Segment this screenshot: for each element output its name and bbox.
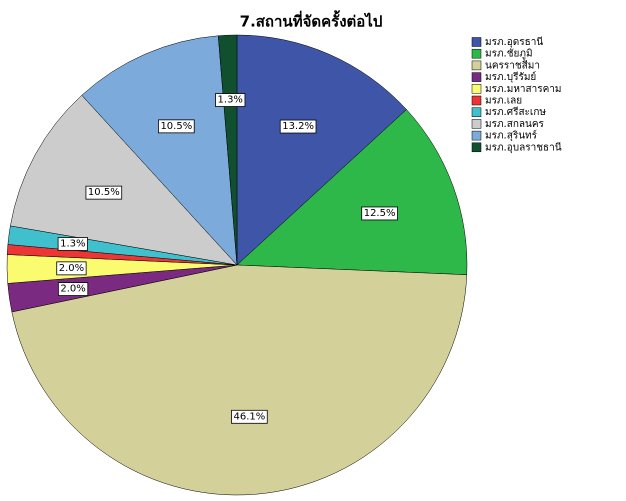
legend-swatch — [471, 130, 482, 141]
pie-slice — [11, 264, 468, 496]
legend-swatch — [471, 107, 482, 117]
legend-label: มรภ.อุบลราชธานี — [485, 141, 562, 153]
legend-label: มรภ.อุดรธานี — [485, 36, 543, 48]
data-label: 1.3% — [60, 238, 85, 249]
legend-swatch — [471, 48, 482, 59]
label-box — [57, 237, 88, 251]
legend-swatch — [471, 95, 482, 106]
chart-title: 7.สถานที่จัดครั้งต่อไป — [240, 10, 383, 31]
data-label: 46.1% — [233, 411, 265, 422]
label-box — [56, 261, 87, 276]
legend-swatch — [471, 119, 482, 129]
legend-label: มรภ.มหาสารคาม — [485, 84, 562, 95]
data-label: 13.2% — [282, 121, 314, 132]
pie-slice — [10, 94, 238, 266]
label-box — [85, 185, 123, 200]
legend-label: มรภ.ชัยภูมิ — [485, 49, 533, 60]
data-label: 10.5% — [160, 121, 192, 132]
label-box — [158, 119, 195, 134]
label-box — [361, 206, 398, 221]
pie-slice — [217, 34, 238, 266]
data-label: 2.0% — [60, 284, 85, 295]
legend-swatch — [471, 60, 482, 71]
label-box — [279, 119, 317, 134]
label-box — [231, 409, 268, 424]
pie-slice — [236, 34, 407, 266]
legend-label: มรภ.สกลนคร — [485, 119, 545, 130]
pie-slice — [236, 109, 468, 276]
legend-swatch — [471, 84, 482, 94]
data-label: 1.3% — [218, 95, 243, 106]
pie-slice — [81, 35, 238, 266]
label-box — [57, 282, 89, 296]
data-label: 12.5% — [364, 208, 396, 219]
legend-swatch — [471, 37, 482, 47]
label-box — [215, 93, 246, 107]
legend-label: มรภ.เลย — [485, 96, 522, 107]
legend-label: มรภ.สุรินทร์ — [485, 130, 538, 142]
data-label: 10.5% — [88, 187, 120, 198]
legend-label: มรภ.บุรีรัมย์ — [485, 71, 536, 83]
legend-swatch — [471, 142, 482, 153]
legend-label: นครราชสีมา — [485, 59, 540, 71]
legend-swatch — [471, 72, 482, 82]
legend-label: มรภ.ศรีสะเกษ — [485, 106, 546, 118]
data-label: 2.0% — [59, 263, 84, 274]
